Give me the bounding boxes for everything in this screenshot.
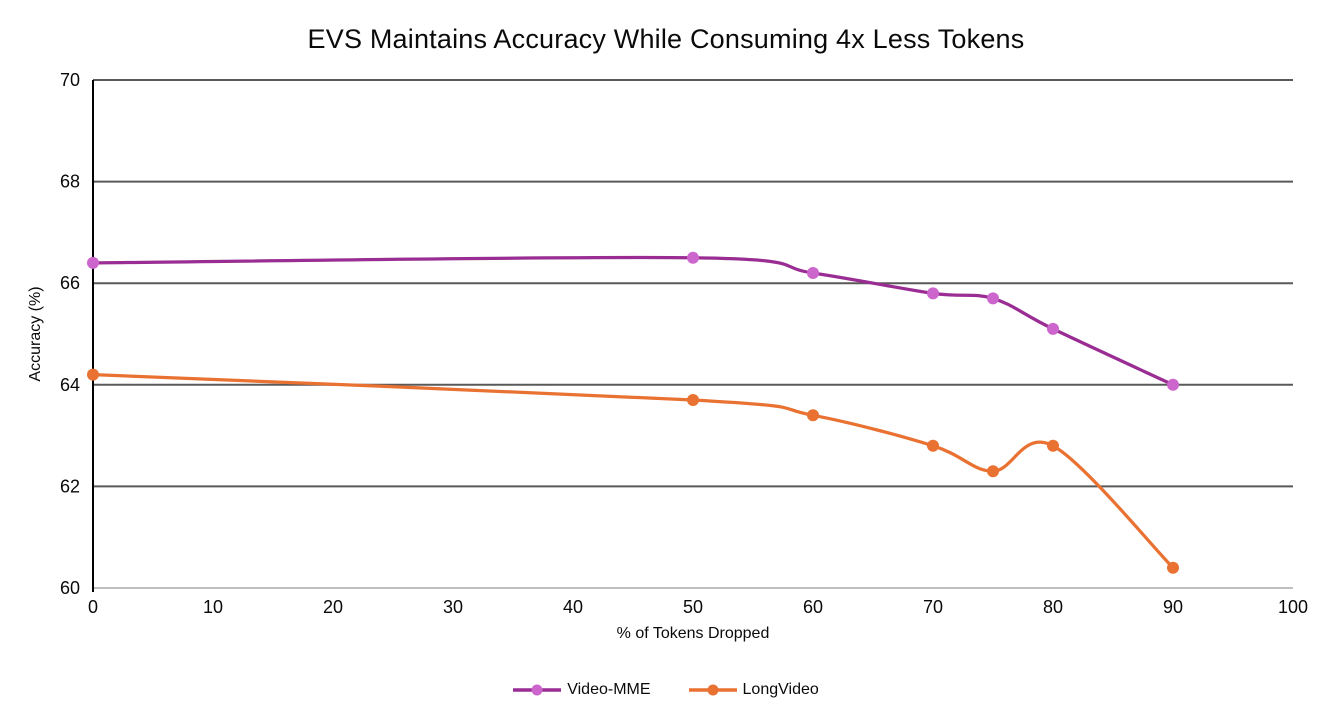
data-point-video-mme: [807, 267, 819, 279]
x-tick-label: 10: [203, 597, 223, 617]
x-axis-title: % of Tokens Dropped: [616, 625, 770, 642]
y-tick-label: 70: [60, 70, 80, 90]
legend-marker-icon-longvideo: [688, 684, 737, 696]
chart-title: EVS Maintains Accuracy While Consuming 4…: [307, 24, 1025, 54]
x-tick-label: 70: [923, 597, 943, 617]
data-point-video-mme: [87, 256, 99, 269]
x-tick-label: 60: [803, 597, 823, 617]
data-point-longvideo: [927, 439, 939, 452]
x-tick-label: 80: [1043, 597, 1063, 617]
x-tick-label: 40: [563, 597, 583, 617]
x-tick-label: 30: [443, 597, 463, 617]
data-point-longvideo: [1047, 439, 1059, 452]
legend-dot: [531, 684, 543, 696]
data-point-video-mme: [987, 292, 999, 305]
legend: Video-MME LongVideo: [0, 681, 1332, 699]
data-point-video-mme: [927, 287, 939, 300]
x-tick-label: 20: [323, 597, 343, 617]
legend-item-video-mme: Video-MME: [513, 681, 651, 699]
legend-item-longvideo: LongVideo: [688, 681, 819, 699]
legend-marker-icon-video-mme: [513, 684, 562, 696]
x-tick-label: 0: [88, 597, 98, 617]
x-tick-label: 90: [1163, 597, 1183, 617]
y-tick-label: 66: [60, 273, 80, 293]
y-tick-label: 68: [60, 172, 80, 192]
series-line-longvideo: [91, 372, 1175, 570]
data-point-longvideo: [687, 394, 699, 406]
legend-dot: [707, 684, 719, 696]
data-point-longvideo: [1167, 561, 1179, 574]
data-point-video-mme: [1047, 322, 1059, 335]
data-point-video-mme: [1167, 378, 1179, 391]
y-axis-title: Accuracy (%): [27, 286, 44, 382]
data-point-longvideo: [87, 368, 99, 381]
x-tick-label: 100: [1278, 597, 1308, 617]
x-tick-label: 50: [683, 597, 703, 617]
data-point-video-mme: [687, 251, 699, 264]
y-tick-label: 60: [60, 578, 80, 598]
y-tick-label: 64: [60, 375, 80, 395]
data-point-longvideo: [807, 409, 819, 422]
data-point-longvideo: [987, 465, 999, 478]
y-tick-label: 62: [60, 476, 80, 496]
legend-label-video-mme: Video-MME: [567, 681, 651, 698]
series-line-video-mme: [91, 255, 1175, 387]
legend-label-longvideo: LongVideo: [742, 681, 819, 698]
